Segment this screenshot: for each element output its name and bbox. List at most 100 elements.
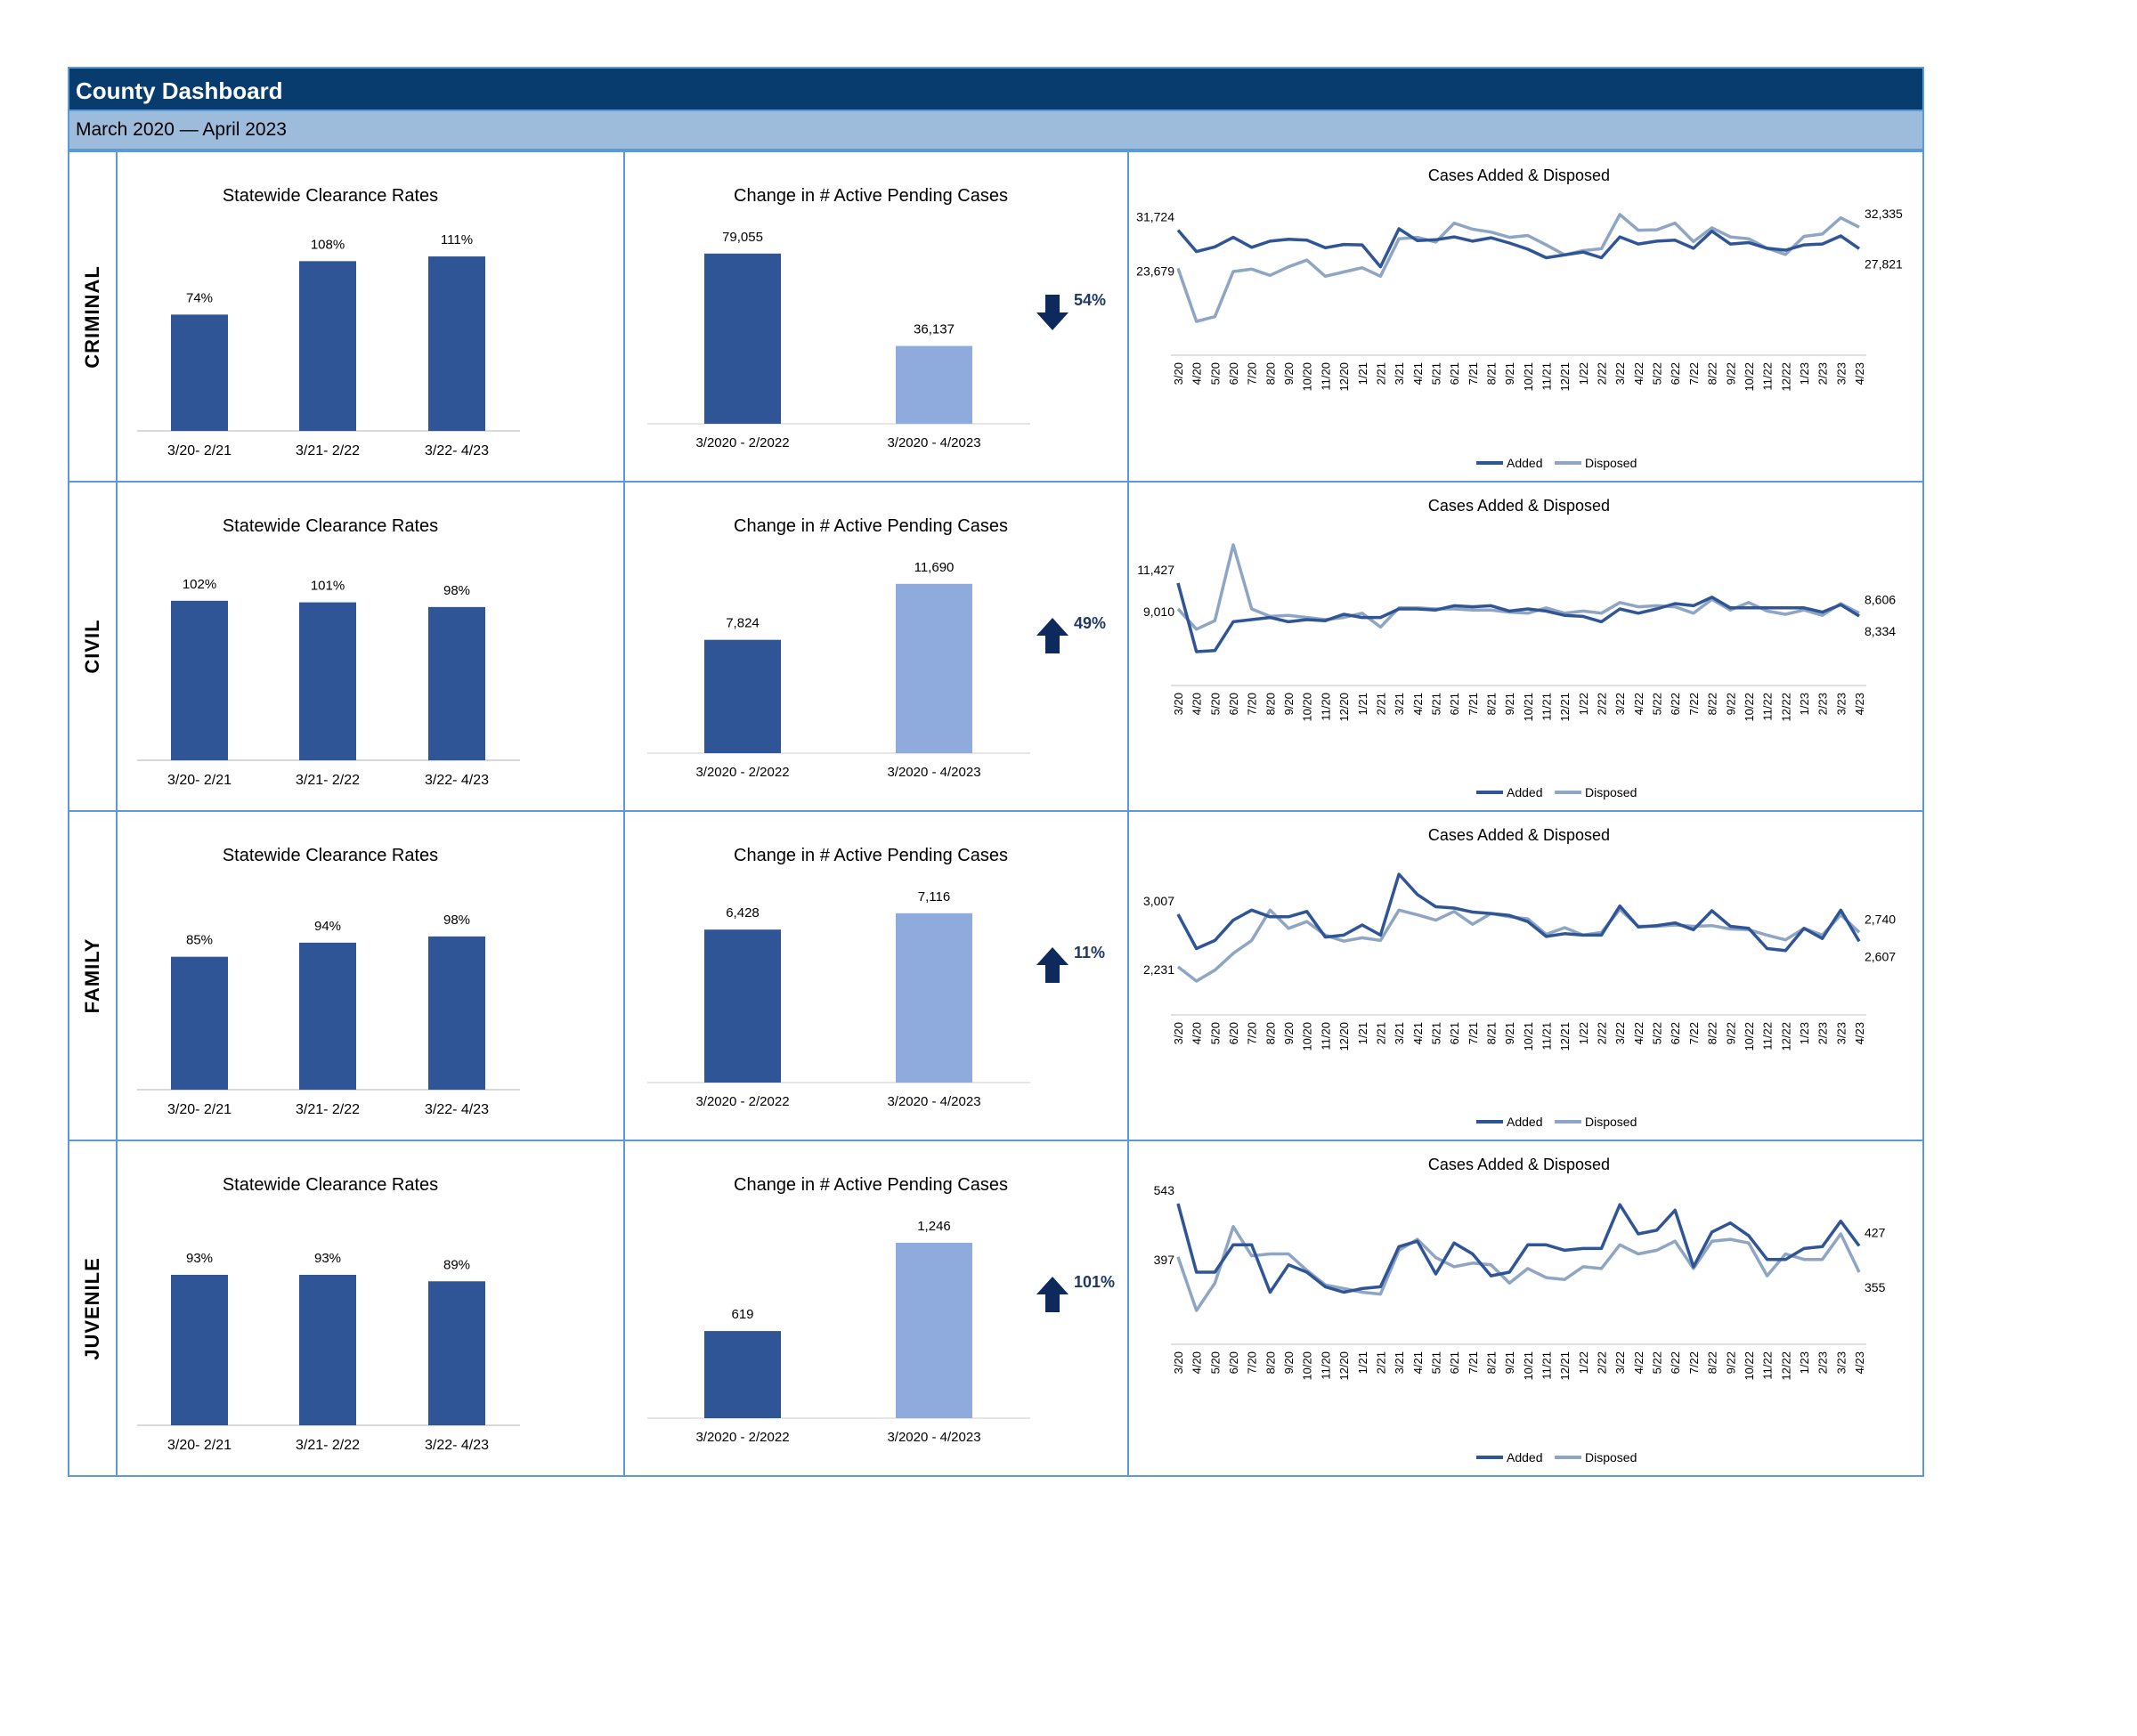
trend-chart-cell: Cases Added & Disposed 11,427 9,010 8,606 8,… [1127,481,1924,812]
clearance-bar [171,600,228,760]
month-tick-label: 8/20 [1264,693,1277,715]
month-tick-label: 3/23 [1834,362,1848,385]
month-tick-label: 3/23 [1834,1022,1848,1044]
dashboard-row-juvenile: JUVENILE Statewide Clearance Rates 93% 3/20… [68,1140,1924,1477]
end-low-label: 27,821 [1865,256,1903,271]
month-tick-label: 4/21 [1411,1351,1425,1374]
clearance-bar-chart: Statewide Clearance Rates 74% 3/20- 2/21 10… [137,186,520,458]
month-tick-label: 6/22 [1669,1351,1682,1374]
pending-chart-cell: Change in # Active Pending Cases 6,428 3/2… [623,810,1129,1141]
month-tick-label: 3/21 [1393,1351,1406,1374]
clearance-category-label: 3/20- 2/21 [167,1102,232,1117]
month-tick-label: 7/21 [1467,362,1480,385]
month-tick-label: 4/23 [1853,362,1866,385]
disposed-start-label: 23,679 [1136,264,1174,278]
clearance-chart-cell: Statewide Clearance Rates 74% 3/20- 2/21 10… [116,150,625,483]
added-line [1176,227,1860,269]
end-high-label: 427 [1865,1226,1886,1240]
month-tick-label: 12/22 [1779,1351,1792,1381]
month-tick-label: 1/23 [1798,693,1811,715]
pending-bar [704,1331,781,1418]
clearance-bar [299,602,356,760]
clearance-value-label: 94% [314,919,341,934]
pending-bar [704,253,781,424]
month-tick-label: 10/22 [1743,362,1756,392]
pending-bar [896,583,972,753]
month-tick-label: 4/22 [1632,362,1645,385]
clearance-value-label: 102% [183,577,216,592]
pending-category-label: 3/2020 - 4/2023 [887,765,980,780]
clearance-chart-title: Statewide Clearance Rates [223,516,438,536]
month-tick-label: 4/22 [1632,1022,1645,1044]
month-tick-label: 10/21 [1522,1351,1535,1381]
pending-bar [704,929,781,1083]
month-tick-label: 2/22 [1596,362,1609,385]
pending-value-label: 11,690 [914,560,955,575]
cases-line-chart: Cases Added & Disposed 3,007 2,231 2,740 2,6… [1143,826,1896,1129]
end-high-label: 8,606 [1865,593,1896,607]
pending-change-percent: 11% [1074,944,1105,961]
month-tick-label: 3/21 [1393,362,1406,385]
clearance-chart-title: Statewide Clearance Rates [223,846,438,865]
row-label: JUVENILE [81,1256,103,1360]
clearance-chart-cell: Statewide Clearance Rates 102% 3/20- 2/21 1… [116,481,625,812]
clearance-bar [428,606,485,760]
month-tick-label: 1/23 [1798,362,1811,385]
legend-disposed-label: Disposed [1585,1115,1637,1129]
pending-bar-chart: Change in # Active Pending Cases 6,428 3/2… [647,846,1105,1109]
month-tick-label: 7/22 [1687,693,1701,715]
pending-chart-cell: Change in # Active Pending Cases 79,055 3/… [623,150,1129,483]
pending-chart-title: Change in # Active Pending Cases [734,186,1008,206]
row-label-cell: FAMILY [68,810,118,1141]
month-tick-label: 9/22 [1724,1022,1737,1044]
month-tick-label: 12/21 [1558,362,1572,392]
clearance-bar-chart: Statewide Clearance Rates 102% 3/20- 2/21 1… [137,516,520,788]
month-tick-label: 2/21 [1374,1351,1387,1374]
month-tick-label: 1/22 [1577,1022,1590,1044]
month-tick-label: 11/22 [1761,693,1775,721]
trend-chart-title: Cases Added & Disposed [1428,826,1610,844]
pending-category-label: 3/2020 - 4/2023 [887,1094,980,1109]
month-tick-label: 11/21 [1540,362,1554,391]
month-tick-label: 8/20 [1264,1022,1277,1044]
month-tick-label: 5/20 [1208,362,1222,385]
arrow-up-icon [1036,947,1068,983]
pending-value-label: 619 [731,1307,753,1322]
added-line [1176,1203,1861,1294]
clearance-bar-chart: Statewide Clearance Rates 85% 3/20- 2/21 94… [137,846,520,1117]
month-tick-label: 5/22 [1651,693,1664,715]
month-tick-label: 7/20 [1246,693,1259,715]
month-tick-label: 9/20 [1282,362,1296,385]
clearance-category-label: 3/20- 2/21 [167,443,232,458]
dashboard-row-civil: CIVIL Statewide Clearance Rates 102% 3/20- … [68,481,1924,812]
disposed-start-label: 2,231 [1143,962,1174,977]
month-tick-label: 2/21 [1374,693,1387,715]
month-tick-label: 7/20 [1246,1351,1259,1374]
month-tick-label: 3/20 [1172,1022,1185,1044]
month-tick-label: 7/22 [1687,1351,1701,1374]
added-start-label: 11,427 [1137,563,1174,577]
month-tick-label: 1/21 [1356,1022,1369,1044]
month-tick-label: 12/20 [1337,693,1351,722]
month-tick-label: 8/22 [1706,693,1719,715]
month-tick-label: 12/22 [1779,693,1792,722]
pending-category-label: 3/2020 - 2/2022 [695,765,789,780]
disposed-line [1176,1225,1861,1312]
arrow-shape [1036,295,1068,330]
month-tick-label: 12/20 [1337,362,1351,392]
month-tick-label: 3/20 [1172,362,1185,385]
trend-chart-cell: Cases Added & Disposed 543 397 427 355 3/20 4/… [1127,1140,1924,1477]
pending-value-label: 79,055 [722,230,763,245]
month-tick-label: 8/21 [1484,1022,1498,1044]
month-tick-label: 9/20 [1282,693,1296,715]
month-tick-label: 11/22 [1761,362,1775,391]
month-tick-label: 10/20 [1301,1022,1314,1051]
month-tick-label: 3/21 [1393,1022,1406,1044]
month-tick-label: 7/22 [1687,362,1701,385]
month-tick-label: 10/21 [1522,693,1535,722]
trend-chart-title: Cases Added & Disposed [1428,1156,1610,1173]
month-tick-label: 5/20 [1208,1022,1222,1044]
clearance-chart-title: Statewide Clearance Rates [223,186,438,206]
clearance-category-label: 3/21- 2/22 [296,443,360,458]
clearance-bar [171,956,228,1090]
